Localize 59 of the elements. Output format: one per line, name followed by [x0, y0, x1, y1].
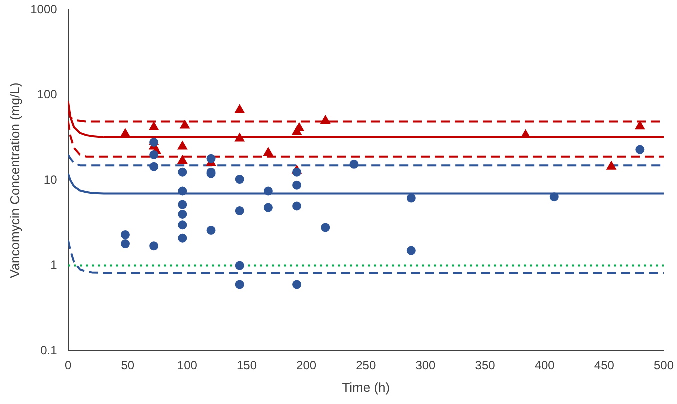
point — [178, 200, 188, 210]
x-tick-label: 100 — [177, 358, 198, 373]
point — [406, 246, 416, 256]
point — [294, 122, 304, 132]
y-axis-title: Vancomycin Concentration (mg/L) — [7, 82, 22, 278]
point — [350, 160, 359, 169]
point — [206, 226, 216, 235]
x-tick-label: 200 — [296, 358, 317, 373]
point — [178, 234, 188, 243]
point — [235, 133, 245, 142]
point — [150, 150, 159, 160]
x-tick-label: 150 — [236, 358, 258, 373]
point — [120, 240, 130, 249]
point — [150, 242, 159, 251]
point — [606, 161, 616, 170]
point — [406, 194, 416, 203]
y-tick-label: 100 — [37, 88, 58, 102]
point — [292, 168, 302, 177]
point — [120, 128, 130, 138]
point — [292, 202, 302, 211]
x-tick-label: 450 — [594, 358, 615, 373]
point — [550, 192, 559, 202]
point — [292, 180, 302, 190]
point — [178, 155, 188, 164]
x-tick-label: 350 — [475, 358, 496, 373]
x-tick-label: 500 — [654, 358, 674, 373]
x-tick-label: 250 — [356, 358, 376, 373]
point — [206, 154, 216, 164]
point — [264, 148, 274, 156]
point — [635, 121, 645, 130]
point — [235, 280, 244, 290]
point — [235, 261, 244, 270]
point — [178, 220, 188, 230]
point — [320, 116, 330, 124]
point — [636, 145, 645, 154]
point — [178, 210, 188, 220]
point — [120, 230, 130, 240]
point — [264, 203, 273, 212]
point — [178, 186, 188, 196]
x-tick-label: 50 — [121, 358, 135, 373]
x-axis-title: Time (h) — [342, 380, 390, 395]
x-tick-label: 300 — [416, 358, 436, 373]
point — [150, 162, 159, 172]
point — [321, 223, 330, 232]
y-tick-label: 1000 — [30, 2, 58, 17]
point — [292, 280, 302, 290]
point — [235, 206, 244, 216]
y-tick-label: 10 — [44, 172, 58, 187]
x-tick-label: 0 — [64, 358, 72, 373]
y-tick-label: 1 — [50, 258, 58, 272]
point — [264, 186, 273, 196]
point — [149, 122, 159, 130]
point — [178, 141, 188, 150]
x-tick-label: 400 — [534, 358, 556, 373]
y-tick-label: 0.1 — [40, 343, 58, 358]
point — [178, 168, 188, 177]
point — [180, 120, 190, 129]
point — [235, 104, 245, 114]
point — [235, 175, 244, 184]
